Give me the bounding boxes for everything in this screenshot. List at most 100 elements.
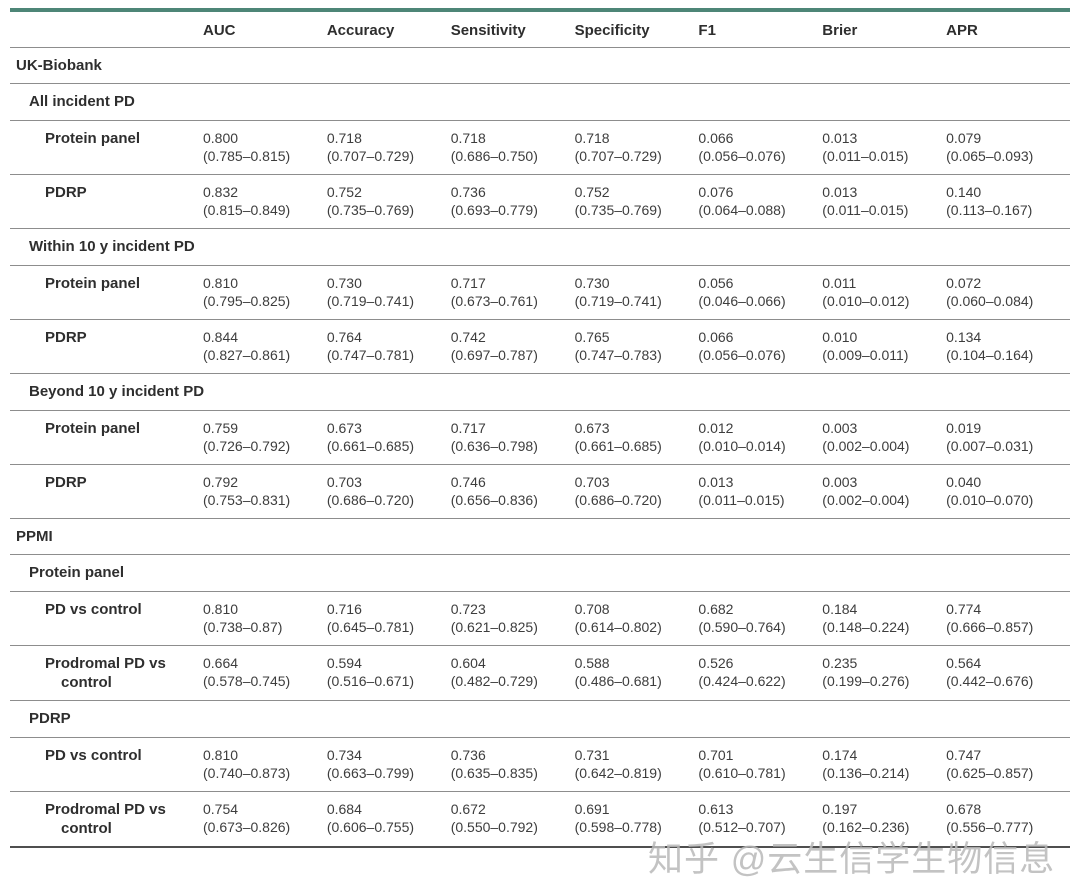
metric-ci: (0.002–0.004) [822, 438, 910, 454]
metric-ci: (0.735–0.769) [326, 202, 415, 218]
metric-cell: 0.734 (0.663–0.799) [327, 738, 451, 790]
metric-value: 0.673 [326, 420, 362, 436]
metric-ci: (0.735–0.769) [574, 202, 662, 218]
metric-ci: (0.827–0.861) [203, 347, 291, 363]
metric-value: 0.012 [698, 420, 734, 436]
row-label: Protein panel [45, 420, 141, 437]
metric-ci: (0.673–0.826) [203, 819, 291, 835]
metric-value: 0.736 [450, 184, 486, 200]
metric-value: 0.716 [326, 601, 362, 617]
data-row: Prodromal PD vs control 0.664 (0.578–0.7… [10, 646, 1070, 701]
metric-value: 0.613 [698, 801, 734, 817]
metric-ci: (0.486–0.681) [574, 673, 662, 689]
metric-value: 0.013 [698, 474, 734, 490]
metric-ci: (0.697–0.787) [450, 347, 538, 363]
metric-cell: 0.716 (0.645–0.781) [327, 592, 451, 644]
metric-value: 0.754 [203, 801, 239, 817]
section-row: UK-Biobank [10, 48, 1070, 84]
metric-cell: 0.678 (0.556–0.777) [946, 792, 1070, 844]
metric-ci: (0.686–0.720) [326, 492, 415, 508]
metric-value: 0.764 [326, 329, 362, 345]
metric-ci: (0.007–0.031) [946, 438, 1034, 454]
metric-value: 0.076 [698, 184, 734, 200]
metric-value: 0.019 [946, 420, 982, 436]
metric-ci: (0.002–0.004) [822, 492, 910, 508]
metric-cell: 0.040 (0.010–0.070) [946, 465, 1070, 517]
metric-value: 0.040 [946, 474, 982, 490]
metric-cell: 0.613 (0.512–0.707) [698, 792, 822, 844]
metric-ci: (0.606–0.755) [326, 819, 415, 835]
metric-cell: 0.235 (0.199–0.276) [822, 646, 946, 698]
metric-cell: 0.723 (0.621–0.825) [451, 592, 575, 644]
metric-cell: 0.730 (0.719–0.741) [575, 266, 699, 318]
column-header: APR [946, 22, 978, 39]
metric-value: 0.718 [574, 130, 610, 146]
metrics-table: AUC Accuracy Sensitivity Specificity F1 Brier… [10, 8, 1070, 848]
metric-value: 0.731 [574, 747, 610, 763]
metric-ci: (0.661–0.685) [326, 438, 415, 454]
metric-cell: 0.564 (0.442–0.676) [946, 646, 1070, 698]
metric-ci: (0.636–0.798) [450, 438, 538, 454]
metric-value: 0.734 [326, 747, 362, 763]
metric-ci: (0.656–0.836) [450, 492, 538, 508]
metric-ci: (0.065–0.093) [946, 148, 1034, 164]
metric-cell: 0.013 (0.011–0.015) [822, 175, 946, 227]
metric-ci: (0.512–0.707) [698, 819, 786, 835]
data-row: Protein panel 0.810 (0.795–0.825) 0.730 … [10, 266, 1070, 320]
metric-ci: (0.011–0.015) [822, 202, 909, 218]
metric-ci: (0.424–0.622) [698, 673, 786, 689]
data-row: PDRP 0.844 (0.827–0.861) 0.764 (0.747–0.… [10, 320, 1070, 374]
metric-cell: 0.604 (0.482–0.729) [451, 646, 575, 698]
metric-value: 0.682 [698, 601, 734, 617]
metric-cell: 0.752 (0.735–0.769) [327, 175, 451, 227]
metric-value: 0.736 [450, 747, 486, 763]
row-label: PD vs control [45, 747, 142, 764]
row-label: Protein panel [45, 275, 141, 292]
metric-value: 0.013 [822, 130, 858, 146]
metric-cell: 0.140 (0.113–0.167) [946, 175, 1070, 227]
metric-cell: 0.691 (0.598–0.778) [575, 792, 699, 844]
metric-cell: 0.844 (0.827–0.861) [203, 320, 327, 372]
metric-cell: 0.526 (0.424–0.622) [698, 646, 822, 698]
metric-value: 0.752 [574, 184, 610, 200]
subsection-row: All incident PD [10, 84, 1070, 121]
subsection-row: Beyond 10 y incident PD [10, 374, 1070, 411]
metric-value: 0.718 [450, 130, 486, 146]
metric-value: 0.718 [326, 130, 362, 146]
metric-value: 0.672 [450, 801, 486, 817]
metric-cell: 0.752 (0.735–0.769) [575, 175, 699, 227]
metric-ci: (0.056–0.076) [698, 148, 786, 164]
metric-ci: (0.740–0.873) [203, 765, 291, 781]
row-label: PDRP [45, 329, 87, 346]
metric-value: 0.079 [946, 130, 982, 146]
metric-value: 0.056 [698, 275, 734, 291]
metric-value: 0.066 [698, 329, 734, 345]
metric-ci: (0.625–0.857) [946, 765, 1034, 781]
metric-value: 0.664 [203, 655, 239, 671]
row-label: Beyond 10 y incident PD [29, 383, 205, 400]
metric-cell: 0.810 (0.738–0.87) [203, 592, 327, 644]
metric-cell: 0.717 (0.673–0.761) [451, 266, 575, 318]
row-label: PDRP [45, 184, 87, 201]
metric-cell: 0.718 (0.686–0.750) [451, 121, 575, 173]
metric-ci: (0.707–0.729) [574, 148, 662, 164]
metric-cell: 0.197 (0.162–0.236) [822, 792, 946, 844]
metric-ci: (0.104–0.164) [946, 347, 1034, 363]
metric-cell: 0.003 (0.002–0.004) [822, 465, 946, 517]
metric-cell: 0.076 (0.064–0.088) [698, 175, 822, 227]
metric-cell: 0.682 (0.590–0.764) [698, 592, 822, 644]
metric-ci: (0.550–0.792) [450, 819, 538, 835]
metric-ci: (0.482–0.729) [450, 673, 538, 689]
metric-cell: 0.672 (0.550–0.792) [451, 792, 575, 844]
metric-cell: 0.066 (0.056–0.076) [698, 320, 822, 372]
metric-value: 0.810 [203, 747, 239, 763]
metric-ci: (0.785–0.815) [203, 148, 291, 164]
metric-value: 0.800 [203, 130, 239, 146]
data-row: Protein panel 0.759 (0.726–0.792) 0.673 … [10, 411, 1070, 465]
metric-cell: 0.701 (0.610–0.781) [698, 738, 822, 790]
metric-ci: (0.148–0.224) [822, 619, 910, 635]
metric-cell: 0.184 (0.148–0.224) [822, 592, 946, 644]
metric-ci: (0.199–0.276) [822, 673, 910, 689]
metric-value: 0.678 [946, 801, 982, 817]
metric-ci: (0.673–0.761) [450, 293, 538, 309]
